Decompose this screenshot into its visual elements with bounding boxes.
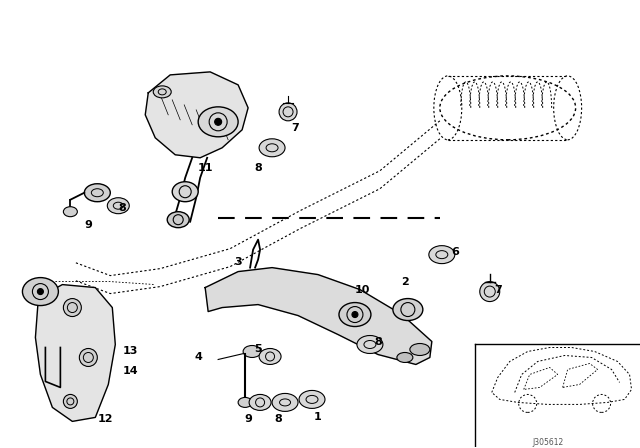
Text: 3: 3 [234, 257, 242, 267]
Text: 2: 2 [401, 276, 409, 287]
Ellipse shape [410, 344, 430, 355]
Text: 9: 9 [84, 220, 92, 230]
Ellipse shape [108, 198, 129, 214]
Ellipse shape [393, 298, 423, 320]
Text: 8: 8 [374, 336, 382, 346]
Text: 8: 8 [274, 414, 282, 424]
Ellipse shape [299, 391, 325, 409]
Text: 10: 10 [355, 284, 370, 295]
Text: 8: 8 [254, 163, 262, 173]
Ellipse shape [84, 184, 110, 202]
Ellipse shape [249, 394, 271, 410]
Ellipse shape [357, 336, 383, 353]
Text: 6: 6 [451, 247, 459, 257]
Text: 8: 8 [118, 202, 126, 213]
Text: 7: 7 [494, 284, 502, 295]
Circle shape [63, 298, 81, 317]
Text: 9: 9 [244, 414, 252, 424]
Circle shape [37, 289, 44, 295]
Ellipse shape [272, 393, 298, 411]
Ellipse shape [63, 207, 77, 217]
Text: 5: 5 [254, 345, 262, 354]
Circle shape [214, 118, 221, 125]
Ellipse shape [397, 353, 413, 362]
Circle shape [79, 349, 97, 366]
Text: 7: 7 [291, 123, 299, 133]
Ellipse shape [22, 278, 58, 306]
Polygon shape [145, 72, 248, 158]
Ellipse shape [339, 302, 371, 327]
Polygon shape [35, 284, 115, 422]
Text: J305612: J305612 [532, 438, 563, 447]
Text: 11: 11 [197, 163, 213, 173]
Text: 1: 1 [314, 413, 322, 422]
Ellipse shape [259, 349, 281, 365]
Circle shape [352, 311, 358, 318]
Ellipse shape [153, 86, 172, 98]
Ellipse shape [238, 397, 252, 407]
Ellipse shape [167, 212, 189, 228]
Ellipse shape [243, 345, 261, 358]
Text: 12: 12 [97, 414, 113, 424]
Circle shape [480, 282, 500, 302]
Text: 13: 13 [123, 346, 138, 357]
Ellipse shape [198, 107, 238, 137]
Circle shape [279, 103, 297, 121]
Text: 4: 4 [194, 353, 202, 362]
Ellipse shape [172, 182, 198, 202]
Text: 14: 14 [122, 366, 138, 376]
Circle shape [63, 394, 77, 409]
Ellipse shape [429, 246, 455, 263]
Ellipse shape [259, 139, 285, 157]
Polygon shape [205, 267, 432, 365]
